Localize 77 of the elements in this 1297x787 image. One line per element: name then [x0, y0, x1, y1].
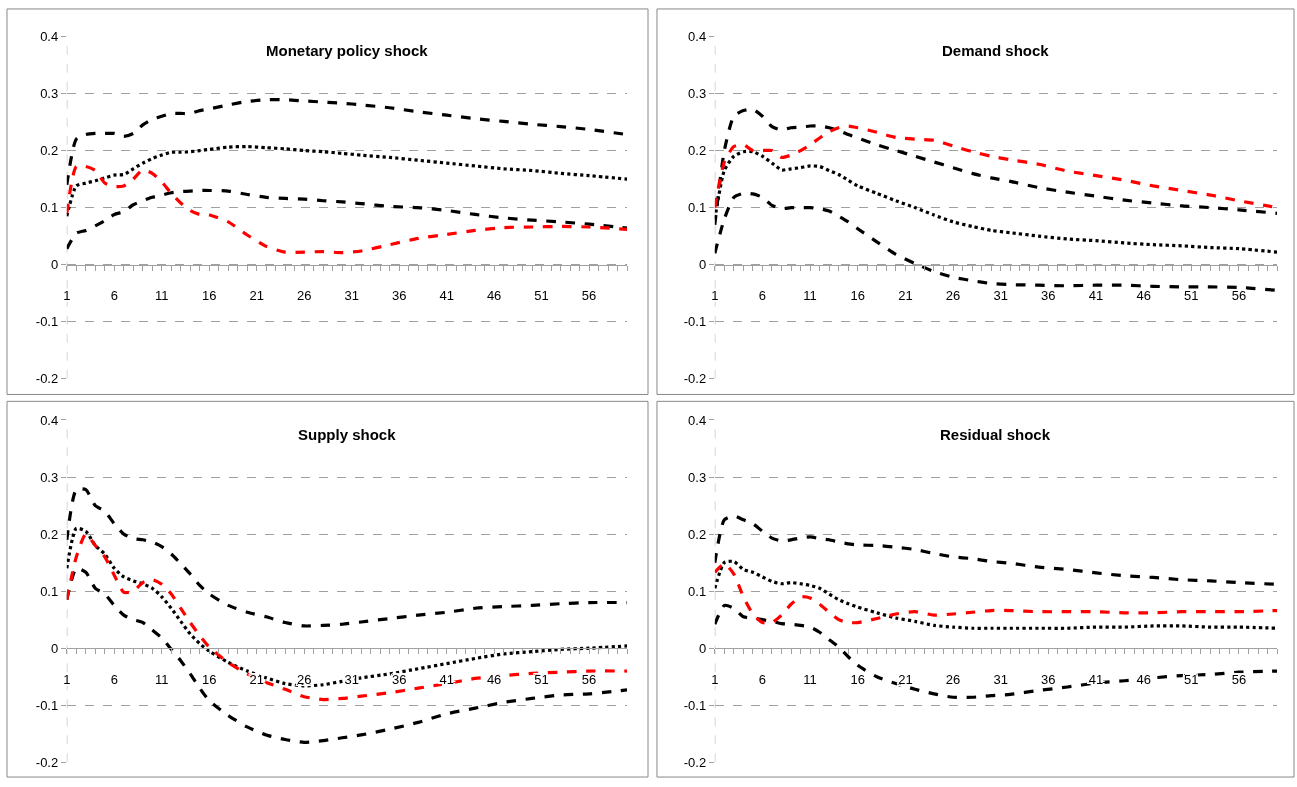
y-tick-label: -0.2	[35, 371, 59, 387]
y-tick-label: 0.4	[40, 412, 59, 428]
x-tick-label: 56	[1231, 288, 1247, 304]
y-tick-label: 0.2	[688, 526, 707, 542]
x-tick-label: 26	[296, 671, 312, 687]
x-tick-label: 11	[803, 671, 817, 687]
y-tick-label: -0.2	[683, 754, 707, 770]
chart-title: Monetary policy shock	[266, 42, 429, 59]
x-tick-label: 41	[439, 671, 454, 687]
x-tick-label: 46	[1136, 288, 1151, 304]
y-tick-label: -0.1	[683, 697, 707, 713]
x-tick-label: 56	[581, 288, 597, 304]
y-tick-label: 0.3	[688, 469, 707, 485]
x-tick-label: 1	[711, 671, 719, 687]
y-tick-label: -0.1	[35, 314, 59, 330]
y-tick-label: -0.1	[35, 697, 59, 713]
y-tick-label: 0	[698, 257, 707, 273]
x-tick-label: 6	[758, 288, 767, 304]
y-tick-label: 0	[50, 257, 59, 273]
y-tick-label: 0.1	[40, 200, 59, 216]
x-tick-label: 21	[898, 671, 913, 687]
x-tick-label: 41	[1088, 288, 1104, 304]
y-tick-label: 0.4	[40, 28, 59, 44]
y-tick-label: -0.1	[683, 314, 707, 330]
x-tick-label: 36	[1041, 288, 1056, 304]
x-tick-label: 1	[63, 671, 71, 687]
x-tick-label: 51	[1184, 288, 1199, 304]
x-tick-label: 16	[850, 671, 865, 687]
x-tick-label: 31	[344, 288, 359, 304]
y-tick-label: 0.1	[40, 583, 59, 599]
x-tick-label: 6	[758, 671, 767, 687]
x-tick-label: 6	[110, 671, 118, 687]
x-tick-label: 26	[296, 288, 312, 304]
x-tick-label: 16	[850, 288, 865, 304]
x-tick-label: 11	[803, 288, 817, 304]
y-tick-label: 0.1	[688, 200, 707, 216]
y-tick-label: 0.3	[688, 86, 707, 102]
x-tick-label: 11	[155, 671, 169, 687]
chart-title: Demand shock	[942, 42, 1050, 59]
y-tick-label: 0.4	[688, 412, 707, 428]
x-tick-label: 31	[344, 671, 359, 687]
x-tick-label: 36	[1041, 671, 1056, 687]
x-tick-label: 51	[534, 288, 549, 304]
x-tick-label: 41	[439, 288, 454, 304]
x-tick-label: 21	[249, 288, 264, 304]
x-tick-label: 36	[391, 288, 407, 304]
x-tick-label: 41	[1088, 671, 1104, 687]
y-tick-label: 0.2	[40, 526, 59, 542]
y-tick-label: 0	[698, 640, 707, 656]
y-tick-label: 0.2	[40, 143, 59, 159]
x-tick-label: 16	[202, 288, 217, 304]
y-tick-label: 0.1	[688, 583, 707, 599]
y-tick-label: 0	[50, 640, 59, 656]
x-tick-label: 26	[945, 288, 961, 304]
chart-title: Supply shock	[298, 426, 397, 443]
x-tick-label: 51	[534, 671, 549, 687]
x-tick-label: 1	[711, 288, 719, 304]
y-tick-label: 0.3	[40, 469, 59, 485]
y-tick-label: 0.2	[688, 143, 707, 159]
x-tick-label: 6	[110, 288, 118, 304]
x-tick-label: 31	[993, 288, 1008, 304]
x-tick-label: 1	[63, 288, 71, 304]
x-tick-label: 31	[993, 671, 1008, 687]
y-tick-label: -0.2	[683, 371, 707, 387]
y-tick-label: -0.2	[35, 754, 59, 770]
x-tick-label: 56	[581, 671, 597, 687]
chart-title: Residual shock	[940, 426, 1051, 443]
x-tick-label: 21	[898, 288, 913, 304]
x-tick-label: 16	[202, 671, 217, 687]
x-tick-label: 56	[1231, 671, 1247, 687]
x-tick-label: 11	[155, 288, 169, 304]
x-tick-label: 36	[391, 671, 407, 687]
x-tick-label: 26	[945, 671, 961, 687]
y-tick-label: 0.4	[688, 28, 707, 44]
y-tick-label: 0.3	[40, 86, 59, 102]
x-tick-label: 46	[486, 288, 502, 304]
x-tick-label: 51	[1184, 671, 1199, 687]
